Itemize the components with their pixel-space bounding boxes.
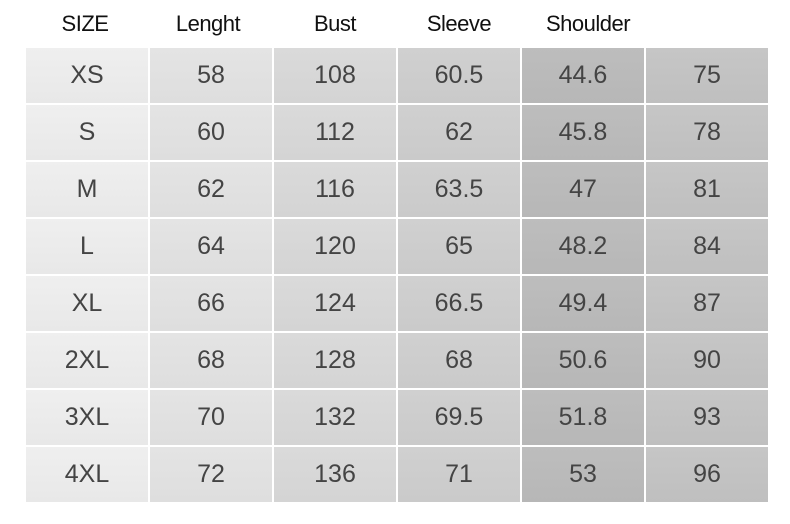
measurement-cell: 58 [150, 48, 272, 103]
measurement-cell: 81 [646, 162, 768, 217]
measurement-cell: 45.8 [522, 105, 644, 160]
measurement-cell: 50.6 [522, 333, 644, 388]
size-label-cell: 3XL [26, 390, 148, 445]
measurement-cell: 90 [646, 333, 768, 388]
size-table: XS 58 108 60.5 44.6 75 S 60 112 62 45.8 78 M 62 116 63.… [26, 48, 768, 502]
column-header: Shoulder [545, 11, 631, 36]
measurement-cell: 128 [274, 333, 396, 388]
measurement-cell: 84 [646, 219, 768, 274]
measurement-cell: 93 [646, 390, 768, 445]
measurement-cell: 49.4 [522, 276, 644, 331]
measurement-cell: 124 [274, 276, 396, 331]
column-header: Sleeve [426, 11, 492, 36]
size-label-cell: 4XL [26, 447, 148, 502]
size-label-cell: XS [26, 48, 148, 103]
measurement-cell: 68 [398, 333, 520, 388]
measurement-cell: 78 [646, 105, 768, 160]
measurement-cell: 87 [646, 276, 768, 331]
measurement-cell: 66.5 [398, 276, 520, 331]
measurement-cell: 72 [150, 447, 272, 502]
measurement-cell: 132 [274, 390, 396, 445]
column-header [646, 0, 768, 48]
size-label-cell: XL [26, 276, 148, 331]
measurement-cell: 60 [150, 105, 272, 160]
size-label-cell: S [26, 105, 148, 160]
measurement-cell: 66 [150, 276, 272, 331]
measurement-cell: 136 [274, 447, 396, 502]
column-header: Bust [313, 11, 357, 36]
measurement-cell: 108 [274, 48, 396, 103]
size-label-cell: L [26, 219, 148, 274]
column-header: SIZE [61, 11, 109, 36]
measurement-cell: 44.6 [522, 48, 644, 103]
measurement-cell: 70 [150, 390, 272, 445]
measurement-cell: 65 [398, 219, 520, 274]
size-label-cell: M [26, 162, 148, 217]
measurement-cell: 96 [646, 447, 768, 502]
measurement-cell: 71 [398, 447, 520, 502]
column-header: Lenght [175, 11, 241, 36]
measurement-cell: 62 [150, 162, 272, 217]
measurement-cell: 51.8 [522, 390, 644, 445]
measurement-cell: 112 [274, 105, 396, 160]
measurement-cell: 120 [274, 219, 396, 274]
measurement-cell: 69.5 [398, 390, 520, 445]
measurement-cell: 62 [398, 105, 520, 160]
measurement-cell: 48.2 [522, 219, 644, 274]
measurement-cell: 60.5 [398, 48, 520, 103]
measurement-cell: 68 [150, 333, 272, 388]
measurement-cell: 64 [150, 219, 272, 274]
measurement-cell: 75 [646, 48, 768, 103]
measurement-cell: 116 [274, 162, 396, 217]
measurement-cell: 63.5 [398, 162, 520, 217]
measurement-cell: 47 [522, 162, 644, 217]
measurement-cell: 53 [522, 447, 644, 502]
size-label-cell: 2XL [26, 333, 148, 388]
